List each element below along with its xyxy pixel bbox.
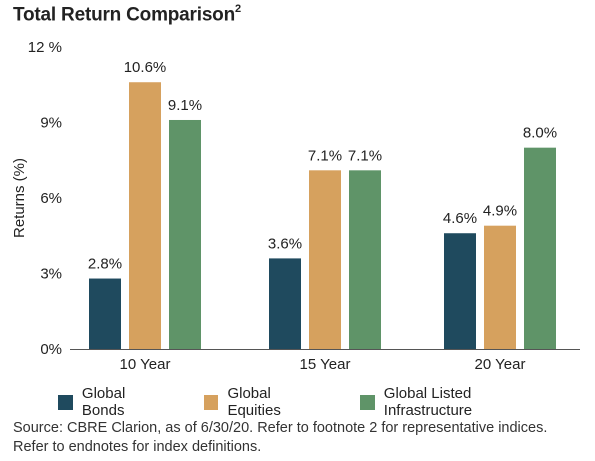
y-tick-label: 0% [40, 341, 62, 358]
legend-label: Global Listed Infrastructure [383, 385, 473, 419]
data-label: 9.1% [168, 97, 202, 114]
legend-item-2: Global Listed Infrastructure [359, 385, 563, 419]
bars [89, 82, 556, 349]
y-tick-label: 3% [40, 266, 62, 283]
data-label: 7.1% [308, 147, 342, 164]
data-label: 4.9% [483, 203, 517, 220]
y-tick-label: 6% [40, 190, 62, 207]
bar [89, 278, 121, 349]
data-label: 8.0% [523, 125, 557, 142]
bar [169, 119, 201, 349]
data-label: 3.6% [268, 235, 302, 252]
source-line: Source: CBRE Clarion, as of 6/30/20. Ref… [13, 420, 548, 436]
x-axis: 10 Year 15 Year 20 Year [120, 356, 526, 373]
bar [444, 233, 476, 349]
bar [349, 170, 381, 349]
legend-label: Global Bonds [81, 385, 126, 419]
x-tick-label: 15 Year [300, 356, 351, 373]
bar [309, 170, 341, 349]
y-tick-label: 9% [40, 115, 62, 132]
x-tick-label: 20 Year [475, 356, 526, 373]
data-label: 7.1% [348, 147, 382, 164]
legend-item-1: Global Equities [203, 385, 328, 419]
source-note: Source: CBRE Clarion, as of 6/30/20. Ref… [13, 419, 547, 457]
data-label: 10.6% [124, 59, 167, 76]
legend-swatch [58, 394, 73, 410]
data-labels: 2.8% 10.6% 9.1% 3.6% 7.1% 7.1% 4.6% 4.9% 8.0% [88, 59, 557, 272]
footnote-marker: 2 [235, 3, 241, 15]
source-line: Refer to endnotes for index definitions. [13, 439, 262, 455]
y-tick-label: 12 % [28, 39, 62, 56]
chart-title: Total Return Comparison2 [13, 3, 241, 26]
x-tick-label: 10 Year [120, 356, 171, 373]
legend-label: Global Equities [227, 385, 281, 419]
bar-chart: 0% 3% 6% 9% 12 % Returns (%) 2.8% 10.6% 9.1% 3.6… [11, 39, 580, 373]
bar [129, 82, 161, 349]
legend: Global Bonds Global Equities Global List… [58, 385, 595, 419]
y-axis: 0% 3% 6% 9% 12 % Returns (%) [11, 39, 580, 358]
bar [484, 225, 516, 349]
bar [269, 258, 301, 349]
data-label: 4.6% [443, 210, 477, 227]
bar [524, 147, 556, 349]
y-axis-label: Returns (%) [11, 158, 28, 238]
legend-swatch [203, 394, 219, 410]
legend-swatch [359, 394, 375, 410]
data-label: 2.8% [88, 256, 122, 273]
legend-item-0: Global Bonds [58, 385, 172, 419]
